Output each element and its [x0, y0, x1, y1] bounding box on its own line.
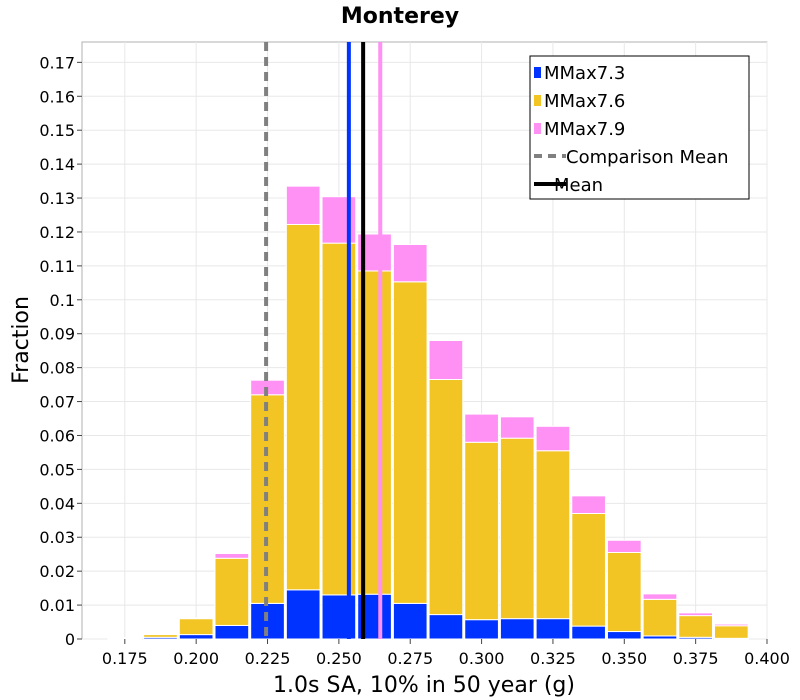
bar-mmax7-9	[606, 539, 642, 554]
bar-mmax7-9	[535, 425, 571, 452]
bar-mmax7-6	[535, 450, 571, 620]
y-tick-label: 0	[65, 630, 75, 649]
bar-mmax7-6	[571, 512, 606, 627]
x-tick-label: 0.175	[102, 649, 148, 668]
legend-swatch-mmax7-9	[534, 123, 541, 134]
bar-mmax7-9	[713, 623, 749, 627]
x-tick-label: 0.375	[673, 649, 719, 668]
bar-mmax7-3	[428, 614, 464, 640]
y-tick-label: 0.02	[39, 562, 75, 581]
bar-mmax7-6	[499, 437, 535, 620]
x-tick-label: 0.400	[744, 649, 790, 668]
y-tick-label: 0.06	[39, 426, 75, 445]
bar-mmax7-6	[178, 618, 214, 636]
bar-mmax7-9	[499, 416, 535, 439]
bar-mmax7-3	[535, 618, 571, 640]
chart-title: Monterey	[341, 4, 459, 29]
legend-label-mmax7-6: MMax7.6	[544, 91, 625, 112]
bar-mmax7-3	[285, 589, 321, 640]
y-tick-label: 0.05	[39, 460, 75, 479]
legend-swatch-mmax7-6	[534, 95, 541, 106]
x-tick-label: 0.325	[530, 649, 576, 668]
bar-mmax7-9	[678, 612, 713, 617]
x-tick-label: 0.250	[316, 649, 362, 668]
bar-mmax7-6	[606, 552, 642, 633]
legend-label-mean: Mean	[554, 175, 603, 196]
y-axis-label: Fraction	[9, 296, 34, 384]
y-tick-label: 0.09	[39, 325, 75, 344]
y-tick-label: 0.03	[39, 528, 75, 547]
bar-mmax7-3	[606, 631, 642, 640]
bar-mmax7-6	[143, 634, 178, 638]
legend-box	[529, 55, 750, 200]
bar-mmax7-3	[214, 624, 250, 640]
x-tick-label: 0.300	[459, 649, 505, 668]
y-axis-ticks: 0 0.01 0.02 0.03 0.04 0.05 0.06 0.07 0.08 0.09 0.1…	[39, 53, 82, 649]
legend-label-comparison-mean: Comparison Mean	[566, 147, 729, 168]
x-tick-label: 0.275	[387, 649, 433, 668]
bar-mmax7-9	[214, 553, 250, 559]
bar-mmax7-3	[464, 619, 499, 640]
y-tick-label: 0.17	[39, 53, 75, 72]
y-tick-label: 0.12	[39, 223, 75, 242]
bar-mmax7-9	[571, 495, 606, 514]
x-tick-label: 0.200	[173, 649, 219, 668]
x-axis-ticks: 0.175 0.200 0.225 0.250 0.275 0.300 0.325 0.350…	[102, 639, 790, 668]
bar-mmax7-3	[392, 602, 428, 640]
bar-mmax7-3	[178, 634, 214, 640]
y-tick-label: 0.13	[39, 189, 75, 208]
x-tick-label: 0.225	[245, 649, 291, 668]
bar-mmax7-9	[464, 413, 499, 443]
y-tick-label: 0.07	[39, 393, 75, 412]
bar-mmax7-6	[392, 281, 428, 604]
bar-mmax7-9	[285, 185, 321, 225]
y-tick-label: 0.16	[39, 87, 75, 106]
bar-mmax7-9	[428, 340, 464, 381]
legend: MMax7.3 MMax7.6 MMax7.9 Comparison Mean Mean	[529, 55, 750, 200]
bar-mmax7-6	[713, 625, 749, 639]
bar-mmax7-6	[464, 441, 499, 621]
mean-lines-group	[264, 42, 383, 639]
legend-label-mmax7-9: MMax7.9	[544, 119, 625, 140]
bar-mmax7-6	[428, 379, 464, 616]
bar-mmax7-6	[214, 557, 250, 626]
y-tick-label: 0.01	[39, 596, 75, 615]
y-tick-label: 0.11	[39, 257, 75, 276]
bar-mmax7-6	[107, 637, 143, 639]
x-tick-label: 0.350	[601, 649, 647, 668]
y-tick-label: 0.14	[39, 155, 75, 174]
bar-mmax7-9	[178, 617, 214, 620]
legend-swatch-mmax7-3	[534, 67, 541, 78]
bar-mmax7-3	[499, 618, 535, 640]
y-tick-label: 0.15	[39, 121, 75, 140]
legend-label-mmax7-3: MMax7.3	[544, 63, 625, 84]
bar-mmax7-6	[285, 223, 321, 591]
bar-mmax7-3	[571, 625, 606, 640]
y-tick-label: 0.1	[50, 291, 75, 310]
bar-mmax7-6	[642, 598, 678, 637]
y-tick-label: 0.08	[39, 359, 75, 378]
y-tick-label: 0.04	[39, 494, 75, 513]
bar-mmax7-9	[642, 593, 678, 600]
x-axis-label: 1.0s SA, 10% in 50 year (g)	[273, 673, 575, 698]
bar-mmax7-9	[392, 244, 428, 283]
bar-mmax7-6	[678, 615, 713, 638]
